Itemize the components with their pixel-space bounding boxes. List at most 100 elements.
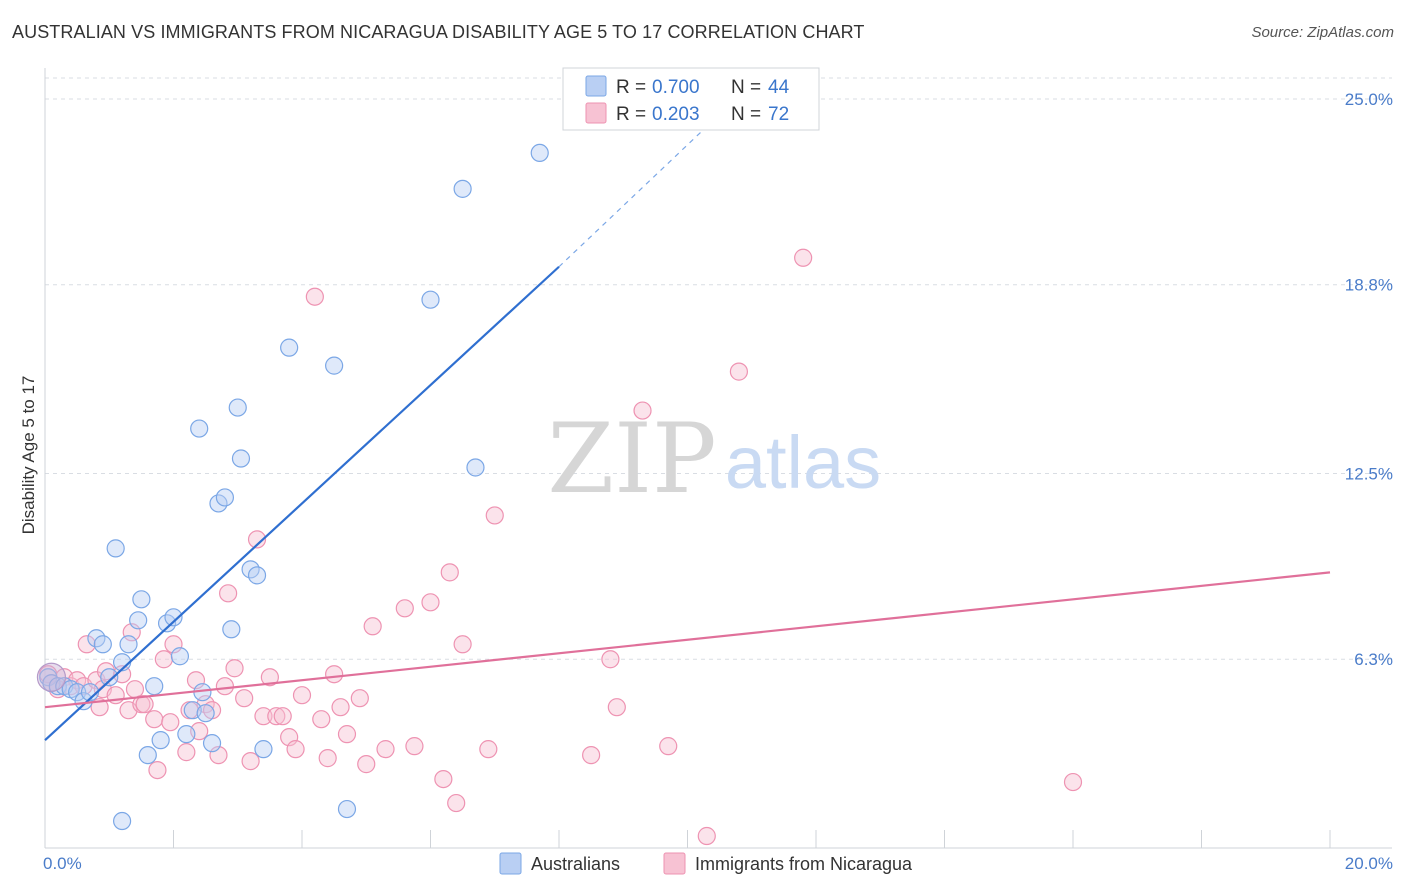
- stats-r-label-2: R =: [616, 104, 646, 125]
- point-australians-11: [106, 539, 125, 558]
- point-nicaragua-58: [440, 563, 459, 582]
- point-australians-14: [129, 611, 148, 630]
- point-australians-29: [215, 488, 234, 507]
- point-nicaragua-22: [161, 713, 180, 732]
- legend-label-nicaragua[interactable]: Immigrants from Nicaragua: [695, 854, 913, 874]
- point-nicaragua-60: [453, 635, 472, 654]
- legend-swatch-australians[interactable]: [499, 852, 522, 875]
- point-nicaragua-33: [225, 659, 244, 678]
- point-nicaragua-50: [350, 689, 369, 708]
- point-nicaragua-53: [376, 740, 395, 759]
- stats-r-label-1: R =: [616, 77, 646, 98]
- point-nicaragua-19: [145, 710, 164, 729]
- point-australians-21: [170, 647, 190, 666]
- point-nicaragua-45: [312, 710, 331, 729]
- point-cluster-origin: [36, 662, 67, 692]
- point-nicaragua-71: [1063, 772, 1083, 792]
- data-points: [36, 143, 1083, 846]
- point-nicaragua-46: [318, 749, 337, 768]
- point-nicaragua-31: [215, 677, 234, 696]
- point-nicaragua-49: [337, 725, 357, 744]
- point-nicaragua-56: [421, 593, 440, 612]
- point-nicaragua-47: [325, 665, 344, 684]
- point-nicaragua-52: [363, 617, 382, 636]
- stats-r-value-2: 0.203: [652, 104, 700, 125]
- stats-n-label-2: N =: [731, 104, 761, 125]
- point-australians-20: [164, 608, 183, 627]
- point-nicaragua-20: [148, 761, 167, 780]
- point-nicaragua-64: [601, 650, 620, 669]
- point-australians-41: [466, 458, 485, 477]
- point-nicaragua-67: [659, 737, 678, 756]
- y-tick-label-0: 6.3%: [1354, 650, 1393, 669]
- watermark-zip: ZIP: [547, 403, 716, 515]
- point-australians-31: [228, 398, 247, 417]
- y-tick-label-3: 25.0%: [1345, 90, 1393, 109]
- stats-n-value-2: 72: [768, 104, 789, 125]
- point-nicaragua-62: [485, 506, 504, 525]
- point-nicaragua-42: [286, 740, 305, 759]
- point-nicaragua-37: [254, 707, 273, 726]
- chart-title: AUSTRALIAN VS IMMIGRANTS FROM NICARAGUA …: [12, 22, 865, 42]
- point-nicaragua-61: [479, 740, 498, 759]
- point-australians-38: [337, 799, 357, 819]
- stats-n-value-1: 44: [768, 77, 790, 98]
- trend-line-nicaragua: [44, 571, 1331, 709]
- point-australians-39: [421, 290, 440, 309]
- point-nicaragua-36: [247, 530, 267, 549]
- legend-swatch-nicaragua[interactable]: [663, 852, 686, 875]
- point-nicaragua-51: [357, 755, 376, 774]
- point-nicaragua-48: [331, 698, 350, 717]
- point-australians-13: [119, 635, 138, 654]
- stats-swatch-australians: [585, 75, 607, 97]
- point-nicaragua-35: [241, 752, 260, 771]
- point-australians-43: [112, 811, 132, 831]
- point-nicaragua-54: [395, 599, 414, 618]
- point-nicaragua-39: [267, 707, 286, 726]
- x-tick-label-0: 0.0%: [43, 854, 82, 873]
- point-nicaragua-63: [582, 746, 601, 765]
- y-tick-label-1: 12.5%: [1345, 464, 1393, 483]
- source-label: Source: ZipAtlas.com: [1251, 24, 1394, 41]
- legend-label-australians[interactable]: Australians: [531, 854, 620, 874]
- point-australians-27: [202, 734, 222, 753]
- stats-legend: R = 0.700 N = 44 R = 0.203 N = 72: [562, 67, 820, 131]
- point-australians-26: [196, 704, 215, 723]
- point-nicaragua-55: [405, 737, 424, 756]
- point-nicaragua-68: [697, 826, 716, 846]
- point-australians-24: [190, 419, 209, 438]
- point-australians-32: [231, 449, 251, 468]
- point-australians-37: [325, 356, 344, 375]
- point-nicaragua-24: [177, 743, 196, 762]
- point-australians-9: [93, 635, 112, 654]
- trend-line-australians: [44, 265, 560, 741]
- point-australians-16: [138, 746, 157, 765]
- point-nicaragua-59: [447, 793, 466, 813]
- point-nicaragua-66: [633, 401, 652, 420]
- point-australians-34: [247, 566, 267, 585]
- point-nicaragua-57: [434, 769, 453, 789]
- point-nicaragua-44: [305, 287, 324, 306]
- point-nicaragua-21: [154, 650, 173, 669]
- point-nicaragua-7: [77, 635, 96, 654]
- point-australians-40: [453, 179, 472, 198]
- x-tick-label-1: 20.0%: [1345, 854, 1393, 873]
- point-australians-42: [530, 143, 549, 162]
- point-australians-10: [100, 668, 119, 687]
- watermark-atlas: atlas: [725, 421, 881, 504]
- stats-r-value-1: 0.700: [652, 77, 700, 98]
- point-nicaragua-40: [273, 707, 292, 726]
- y-tick-label-2: 18.8%: [1345, 276, 1393, 295]
- stats-n-label-1: N =: [731, 77, 761, 98]
- point-nicaragua-70: [794, 248, 813, 267]
- point-nicaragua-43: [292, 686, 312, 705]
- point-nicaragua-34: [235, 689, 254, 708]
- point-australians-22: [177, 725, 196, 744]
- watermark: ZIP atlas: [547, 403, 881, 515]
- point-australians-35: [254, 740, 273, 759]
- axes: [44, 68, 1392, 849]
- point-australians-17: [145, 677, 164, 696]
- series-legend: Australians Immigrants from Nicaragua: [499, 852, 913, 875]
- point-australians-36: [280, 338, 299, 357]
